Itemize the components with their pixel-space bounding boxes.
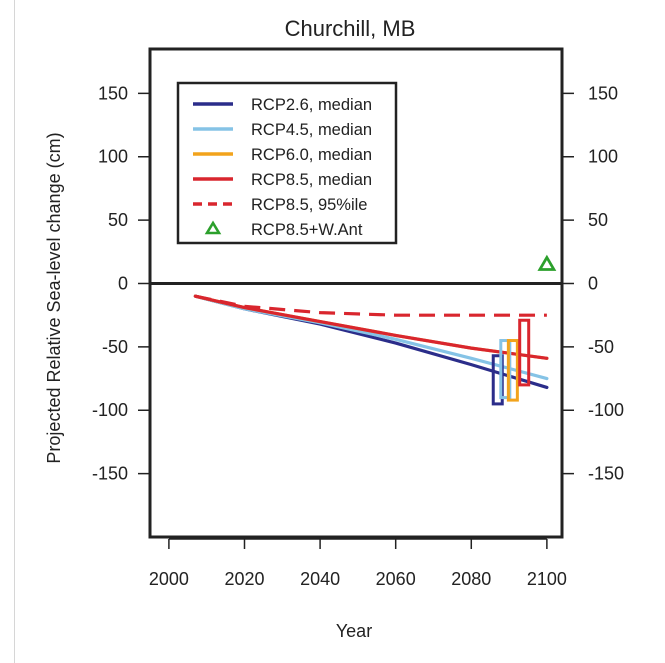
y-tick-label-left-50: 50 — [108, 210, 128, 230]
y-tick-label-right-50: -50 — [588, 337, 614, 357]
legend-swatch-rcp8-5-w-ant — [204, 220, 222, 235]
legend-label-rcp4-5-median: RCP4.5, median — [251, 121, 372, 139]
series-line-rcp8-5-95-ile — [195, 294, 547, 317]
y-tick-label-left-150: -150 — [92, 464, 128, 484]
legend-label-rcp6-0-median: RCP6.0, median — [251, 146, 372, 164]
y-tick-label-right-100: 100 — [588, 147, 618, 167]
plot-frame — [148, 47, 564, 539]
y-tick-label-right-150: 150 — [588, 83, 618, 103]
y-tick-label-left-50: -50 — [102, 337, 128, 357]
y-tick-label-right-0: 0 — [588, 273, 598, 293]
y-tick-label-left-100: 100 — [98, 147, 128, 167]
legend-label-rcp8-5-95-ile: RCP8.5, 95%ile — [251, 196, 367, 214]
legend-box — [176, 81, 398, 245]
x-tick-label-2020: 2020 — [224, 569, 264, 589]
x-tick-label-2100: 2100 — [527, 569, 567, 589]
range-box-rcp8-5-median — [518, 318, 531, 387]
y-tick-label-right-50: 50 — [588, 210, 608, 230]
chart-title: Churchill, MB — [285, 16, 416, 41]
legend: RCP2.6, median RCP4.5, median RCP6.0, medi… — [176, 81, 398, 245]
y-axis-label: Projected Relative Sea-level change (cm) — [44, 132, 64, 463]
x-tick-label-2060: 2060 — [376, 569, 416, 589]
x-axis-label: Year — [336, 621, 372, 641]
y-tick-label-right-100: -100 — [588, 400, 624, 420]
marker-rcp8-5-w-ant — [537, 254, 557, 271]
legend-label-rcp8-5-median: RCP8.5, median — [251, 171, 372, 189]
y-tick-label-right-150: -150 — [588, 464, 624, 484]
y-tick-label-left-100: -100 — [92, 400, 128, 420]
legend-label-rcp2-6-median: RCP2.6, median — [251, 96, 372, 114]
x-tick-label-2000: 2000 — [149, 569, 189, 589]
plot-area: 2000 2020 2040 2060 2080 2100 150 150 100 100 50 50… — [92, 47, 624, 589]
page-left-border — [0, 0, 15, 663]
y-tick-label-left-0: 0 — [118, 273, 128, 293]
range-box-rcp6-0-median — [506, 339, 519, 402]
series-line-rcp8-5-median — [193, 294, 549, 360]
x-tick-label-2080: 2080 — [451, 569, 491, 589]
legend-label-rcp8-5-w-ant: RCP8.5+W.Ant — [251, 221, 363, 239]
y-tick-label-left-150: 150 — [98, 83, 128, 103]
x-tick-label-2040: 2040 — [300, 569, 340, 589]
